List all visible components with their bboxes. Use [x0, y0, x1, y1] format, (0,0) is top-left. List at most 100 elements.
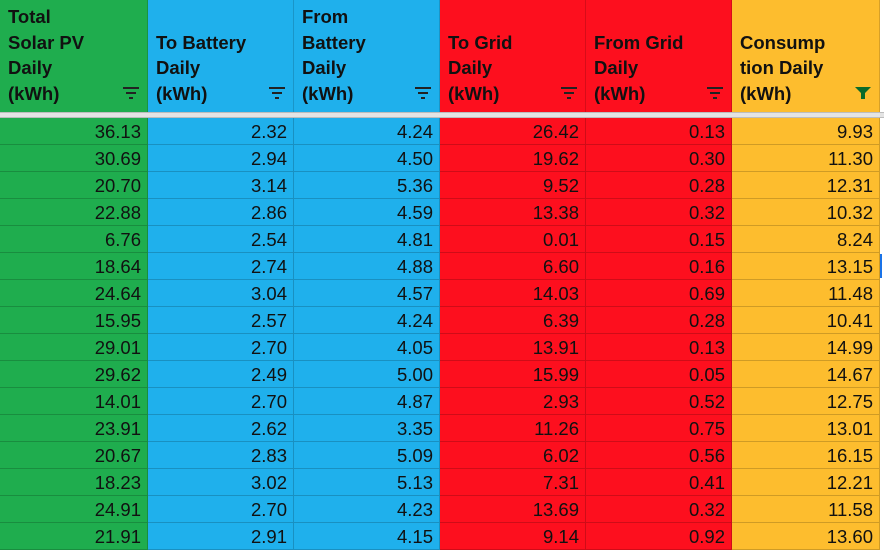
header-text: Solar PV	[8, 31, 85, 53]
cell: 36.13	[0, 118, 148, 145]
cell: 12.21	[732, 469, 880, 496]
cell: 0.32	[586, 496, 732, 523]
column-header: To Battery Daily (kWh)	[148, 0, 294, 112]
cell: 11.48	[732, 280, 880, 307]
cell: 14.03	[440, 280, 586, 307]
filter-icon[interactable]	[122, 86, 140, 100]
cell: 15.99	[440, 361, 586, 388]
cell: 16.15	[732, 442, 880, 469]
cell: 4.50	[294, 145, 440, 172]
cell: 0.41	[586, 469, 732, 496]
cell: 4.23	[294, 496, 440, 523]
cell: 2.93	[440, 388, 586, 415]
cell: 10.32	[732, 199, 880, 226]
cell: 0.13	[586, 118, 732, 145]
header-text: To Battery	[156, 31, 247, 53]
header-text: (kWh)	[594, 82, 646, 104]
cell: 6.76	[0, 226, 148, 253]
cell: 13.91	[440, 334, 586, 361]
cell: 24.64	[0, 280, 148, 307]
cell: 4.88	[294, 253, 440, 280]
filter-icon[interactable]	[706, 86, 724, 100]
cell: 2.70	[148, 388, 294, 415]
cell: 0.01	[440, 226, 586, 253]
cell: 0.56	[586, 442, 732, 469]
cell: 9.14	[440, 523, 586, 550]
header-text: To Grid	[448, 31, 513, 53]
cell: 3.02	[148, 469, 294, 496]
cell: 0.28	[586, 172, 732, 199]
cell: 0.30	[586, 145, 732, 172]
header-text: (kWh)	[448, 82, 500, 104]
cell: 2.91	[148, 523, 294, 550]
cell: 12.75	[732, 388, 880, 415]
cell: 4.87	[294, 388, 440, 415]
header-text: Daily	[302, 57, 347, 78]
cell: 13.60	[732, 523, 880, 550]
column-header: To Grid Daily (kWh)	[440, 0, 586, 112]
cell: 4.24	[294, 118, 440, 145]
cell: 0.13	[586, 334, 732, 361]
cell: 2.94	[148, 145, 294, 172]
cell: 5.09	[294, 442, 440, 469]
cell: 13.38	[440, 199, 586, 226]
cell: 2.54	[148, 226, 294, 253]
header-text: Daily	[8, 57, 53, 78]
cell: 9.52	[440, 172, 586, 199]
cell: 4.81	[294, 226, 440, 253]
cell: 20.70	[0, 172, 148, 199]
header-text: Battery	[302, 31, 366, 53]
header-text: (kWh)	[8, 82, 60, 104]
cell: 2.57	[148, 307, 294, 334]
cell: 11.58	[732, 496, 880, 523]
filter-icon[interactable]	[414, 86, 432, 100]
cell: 29.62	[0, 361, 148, 388]
cell: 15.95	[0, 307, 148, 334]
cell: 14.01	[0, 388, 148, 415]
header-text: Total	[8, 6, 51, 27]
cell: 18.64	[0, 253, 148, 280]
cell: 0.75	[586, 415, 732, 442]
header-text: Daily	[594, 57, 639, 78]
cell: 2.74	[148, 253, 294, 280]
cell: 0.15	[586, 226, 732, 253]
cell: 0.05	[586, 361, 732, 388]
filter-active-icon[interactable]	[854, 86, 872, 100]
selection-marker	[879, 254, 882, 278]
header-text: Daily	[448, 57, 493, 78]
cell: 12.31	[732, 172, 880, 199]
cell: 4.05	[294, 334, 440, 361]
cell: 11.26	[440, 415, 586, 442]
cell: 4.15	[294, 523, 440, 550]
frozen-row-separator	[0, 112, 884, 118]
cell: 0.32	[586, 199, 732, 226]
cell: 13.69	[440, 496, 586, 523]
cell: 19.62	[440, 145, 586, 172]
cell: 6.60	[440, 253, 586, 280]
header-text: Daily	[156, 57, 201, 78]
filter-icon[interactable]	[268, 86, 286, 100]
header-text: tion Daily	[740, 57, 824, 78]
cell: 24.91	[0, 496, 148, 523]
filter-icon[interactable]	[560, 86, 578, 100]
cell: 5.00	[294, 361, 440, 388]
cell: 0.16	[586, 253, 732, 280]
cell: 3.35	[294, 415, 440, 442]
column-header: From Grid Daily (kWh)	[586, 0, 732, 112]
header-text: (kWh)	[156, 82, 208, 104]
cell: 5.13	[294, 469, 440, 496]
column-header: From Battery Daily (kWh)	[294, 0, 440, 112]
cell: 2.70	[148, 496, 294, 523]
cell: 14.99	[732, 334, 880, 361]
cell: 0.28	[586, 307, 732, 334]
cell: 4.24	[294, 307, 440, 334]
cell: 13.01	[732, 415, 880, 442]
cell: 13.15	[732, 253, 880, 280]
cell: 10.41	[732, 307, 880, 334]
cell: 0.92	[586, 523, 732, 550]
cell: 20.67	[0, 442, 148, 469]
cell: 2.83	[148, 442, 294, 469]
cell: 29.01	[0, 334, 148, 361]
